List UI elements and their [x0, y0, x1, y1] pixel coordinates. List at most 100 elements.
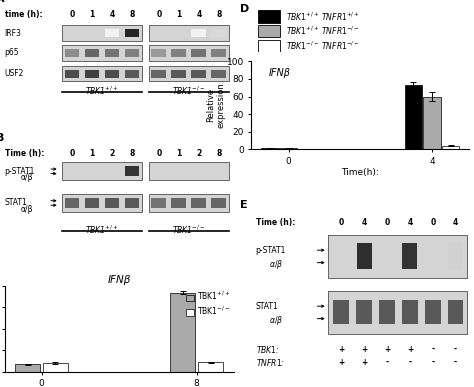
- Bar: [84, 70, 100, 78]
- Bar: [211, 29, 227, 37]
- Text: 2: 2: [196, 149, 201, 158]
- Text: Time (h):: Time (h):: [5, 149, 44, 158]
- Text: Time(h):: Time(h):: [341, 168, 379, 178]
- Text: 4: 4: [453, 218, 458, 227]
- Text: 0: 0: [156, 10, 162, 19]
- Bar: [258, 10, 280, 23]
- Bar: [125, 49, 139, 57]
- Text: -: -: [431, 358, 434, 367]
- Text: $\alpha/\beta$: $\alpha/\beta$: [269, 314, 283, 327]
- Text: 1: 1: [89, 10, 95, 19]
- Text: +: +: [384, 345, 390, 354]
- Bar: [105, 29, 119, 37]
- Bar: [62, 194, 142, 212]
- Bar: [125, 70, 139, 78]
- Text: TBK1$^{-/-}$: TBK1$^{-/-}$: [173, 224, 205, 236]
- Bar: [425, 300, 440, 324]
- Bar: [328, 235, 467, 278]
- Text: -: -: [454, 345, 457, 354]
- Bar: [105, 198, 119, 208]
- Text: $TBK1^{+/+}$ $TNFR1^{-/-}$: $TBK1^{+/+}$ $TNFR1^{-/-}$: [286, 25, 360, 37]
- Bar: [211, 198, 227, 208]
- Bar: [334, 300, 349, 324]
- Bar: [405, 85, 422, 149]
- Text: Time (h):: Time (h):: [256, 218, 295, 227]
- Bar: [64, 49, 79, 57]
- Bar: [211, 49, 227, 57]
- Bar: [149, 194, 229, 212]
- Bar: [170, 293, 195, 372]
- Bar: [258, 40, 280, 52]
- Text: B: B: [0, 134, 4, 143]
- Text: -: -: [408, 358, 411, 367]
- Text: +: +: [361, 358, 367, 367]
- Bar: [402, 243, 417, 269]
- Text: 1: 1: [89, 149, 95, 158]
- Bar: [105, 70, 119, 78]
- Text: IRF3: IRF3: [5, 29, 22, 38]
- Title: IFNβ: IFNβ: [108, 276, 131, 285]
- Bar: [125, 198, 139, 208]
- Bar: [15, 364, 40, 372]
- Bar: [191, 70, 206, 78]
- Bar: [402, 300, 418, 324]
- Text: +: +: [407, 345, 413, 354]
- Bar: [379, 300, 395, 324]
- Bar: [62, 26, 142, 41]
- Text: -: -: [385, 358, 389, 367]
- Y-axis label: Relative
expression: Relative expression: [206, 82, 225, 128]
- Bar: [151, 49, 166, 57]
- Text: 0: 0: [156, 149, 162, 158]
- Text: 1: 1: [176, 10, 182, 19]
- Text: α/β: α/β: [21, 173, 33, 182]
- Text: IFNβ: IFNβ: [269, 68, 291, 77]
- Bar: [43, 363, 68, 372]
- Bar: [211, 70, 227, 78]
- Bar: [423, 96, 441, 149]
- Text: $TBK1$:: $TBK1$:: [256, 344, 280, 355]
- Bar: [151, 70, 166, 78]
- Text: 8: 8: [129, 10, 135, 19]
- Bar: [356, 300, 372, 324]
- Text: 0: 0: [338, 218, 344, 227]
- Bar: [280, 148, 297, 149]
- Text: 4: 4: [196, 10, 201, 19]
- Bar: [172, 70, 186, 78]
- Bar: [105, 49, 119, 57]
- Text: USF2: USF2: [5, 69, 24, 78]
- Text: 0: 0: [430, 218, 436, 227]
- Text: 0: 0: [69, 10, 74, 19]
- Bar: [149, 26, 229, 41]
- Text: -: -: [454, 358, 457, 367]
- Bar: [125, 29, 139, 37]
- Bar: [172, 198, 186, 208]
- Text: 8: 8: [216, 10, 222, 19]
- Text: p65: p65: [5, 48, 19, 57]
- Text: 8: 8: [216, 149, 222, 158]
- Text: A: A: [0, 0, 4, 4]
- Text: D: D: [240, 4, 250, 14]
- Text: +: +: [338, 358, 345, 367]
- Bar: [149, 66, 229, 81]
- Bar: [261, 148, 279, 149]
- Text: E: E: [240, 200, 248, 210]
- Bar: [149, 45, 229, 61]
- Text: STAT1: STAT1: [256, 302, 279, 311]
- Bar: [172, 49, 186, 57]
- Text: 4: 4: [362, 218, 367, 227]
- Text: TBK1$^{-/-}$: TBK1$^{-/-}$: [173, 85, 205, 97]
- Bar: [62, 45, 142, 61]
- Text: time (h):: time (h):: [5, 10, 42, 19]
- Bar: [84, 198, 100, 208]
- Text: $TBK1^{+/+}$ $TNFR1^{+/+}$: $TBK1^{+/+}$ $TNFR1^{+/+}$: [286, 10, 360, 23]
- Bar: [448, 300, 464, 324]
- Text: +: +: [361, 345, 367, 354]
- Bar: [191, 198, 206, 208]
- Text: 8: 8: [129, 149, 135, 158]
- Bar: [328, 291, 467, 334]
- Text: TBK1$^{+/+}$: TBK1$^{+/+}$: [85, 224, 118, 236]
- Legend: TBK1$^{+/+}$, TBK1$^{-/-}$: TBK1$^{+/+}$, TBK1$^{-/-}$: [186, 290, 230, 317]
- Bar: [84, 49, 100, 57]
- Bar: [198, 363, 223, 372]
- Bar: [151, 198, 166, 208]
